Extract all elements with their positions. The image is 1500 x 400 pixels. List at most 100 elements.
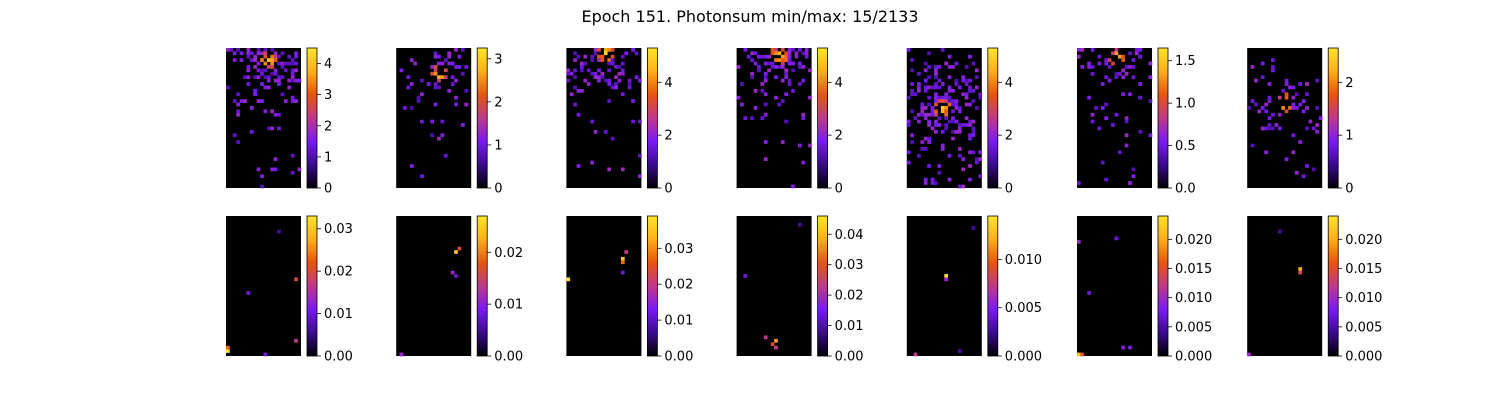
heatmap-cell — [287, 85, 292, 90]
heatmap-cell — [763, 112, 768, 117]
heatmap-cell — [620, 68, 625, 73]
heatmap-cell — [243, 75, 247, 80]
colorbar — [817, 47, 828, 189]
heatmap-cell — [740, 102, 744, 107]
heatmap-cell — [1131, 58, 1136, 62]
heatmap-cell — [607, 48, 612, 52]
heatmap-cell — [934, 99, 938, 103]
heatmap-cell — [430, 133, 434, 138]
heatmap-cell — [443, 153, 448, 158]
heatmap-cell — [593, 75, 598, 80]
heatmap-cell — [910, 92, 914, 97]
heatmap-cell — [290, 71, 295, 76]
heatmap-cell — [1107, 78, 1112, 83]
heatmap-cell — [580, 68, 584, 73]
heatmap-cell — [454, 102, 458, 107]
heatmap-cell — [232, 99, 237, 103]
heatmap-cell — [971, 226, 976, 230]
heatmap-cell — [913, 116, 918, 120]
heatmap-cell — [978, 95, 983, 100]
heatmap-cell — [1301, 174, 1306, 179]
heatmap-cell — [917, 71, 921, 76]
heatmap-cell — [1121, 345, 1126, 350]
heatmap-cell — [1138, 48, 1143, 52]
heatmap-cell — [1097, 126, 1102, 131]
heatmap-cell — [1311, 126, 1316, 131]
colorbar-tick-label: 0 — [494, 182, 502, 197]
heatmap-cell — [804, 48, 809, 52]
heatmap-cell — [808, 95, 812, 100]
heatmap-cell — [770, 48, 775, 52]
heatmap-cell — [763, 335, 768, 340]
heatmap-cell — [273, 167, 278, 172]
heatmap-cell — [1077, 352, 1081, 357]
heatmap-panel-r1-c3: 0 2 4 — [566, 47, 673, 197]
heatmap-cell — [801, 51, 806, 56]
heatmap-cell — [593, 51, 598, 56]
heatmap-cell — [927, 123, 931, 127]
heatmap-cell — [757, 68, 761, 73]
heatmap-cell — [974, 85, 979, 90]
heatmap-cell — [957, 106, 962, 110]
heatmap-cell — [1090, 65, 1095, 69]
colorbar-tick-label: 0 — [1005, 182, 1013, 197]
heatmap-cell — [937, 99, 942, 103]
heatmap-cell — [787, 51, 792, 56]
colorbar-tick-label: 0.01 — [835, 319, 864, 334]
heatmap-cell — [277, 112, 281, 117]
heatmap-cell — [266, 126, 271, 131]
heatmap-cell — [1087, 95, 1091, 100]
heatmap-cell — [253, 75, 257, 80]
heatmap-cell — [590, 119, 594, 124]
heatmap-cell — [624, 51, 629, 56]
heatmap-cell — [1114, 75, 1119, 80]
heatmap-cell — [920, 106, 925, 110]
heatmap-cell — [920, 109, 925, 114]
heatmap-cell — [263, 352, 268, 357]
colorbar-tick-label: 2 — [664, 129, 672, 144]
heatmap-cell — [1111, 51, 1115, 56]
heatmap-cell — [580, 88, 584, 93]
heatmap-cell — [1254, 102, 1258, 107]
heatmap-cell — [954, 102, 959, 107]
colorbar-tick-label: 0.005 — [1345, 320, 1382, 335]
heatmap-cell — [232, 133, 237, 138]
heatmap-cell — [978, 157, 983, 161]
heatmap-cell — [603, 48, 608, 52]
heatmap-cell — [287, 54, 292, 59]
heatmap-cell — [1131, 174, 1136, 179]
heatmap-cell — [249, 129, 254, 134]
heatmap-cell — [454, 78, 458, 83]
heatmap-cell — [569, 92, 574, 97]
heatmap-cell — [403, 106, 407, 110]
heatmap-cell — [954, 129, 959, 134]
heatmap-cell — [637, 153, 642, 158]
heatmap-cell — [437, 75, 441, 80]
heatmap-cell — [420, 174, 424, 179]
heatmap-cell — [1148, 61, 1153, 66]
heatmap-cell — [409, 58, 414, 62]
heatmap-cell — [1250, 65, 1255, 69]
heatmap-cell — [767, 54, 771, 59]
heatmap-cell — [770, 51, 775, 56]
heatmap-cell — [1138, 54, 1143, 59]
heatmap-cell — [753, 88, 758, 93]
heatmap-cell — [784, 54, 789, 59]
heatmap-cell — [763, 92, 768, 97]
heatmap-cell — [1315, 129, 1320, 134]
colorbar-tick-label: 0 — [1345, 182, 1353, 197]
heatmap-cell — [1077, 239, 1081, 244]
heatmap-cell — [1288, 85, 1292, 90]
heatmap-cell — [957, 109, 962, 114]
heatmap-cell — [917, 85, 921, 90]
heatmap-cell — [944, 92, 949, 97]
heatmap-cell — [260, 174, 264, 179]
heatmap-cell — [797, 82, 802, 86]
heatmap-cell — [433, 65, 438, 69]
heatmap-cell — [927, 85, 931, 90]
heatmap-cell — [940, 109, 945, 114]
heatmap-cell — [940, 99, 945, 103]
colorbar-tick-label: 0.02 — [494, 246, 523, 261]
heatmap-cell — [447, 54, 452, 59]
heatmap-cell — [627, 82, 632, 86]
